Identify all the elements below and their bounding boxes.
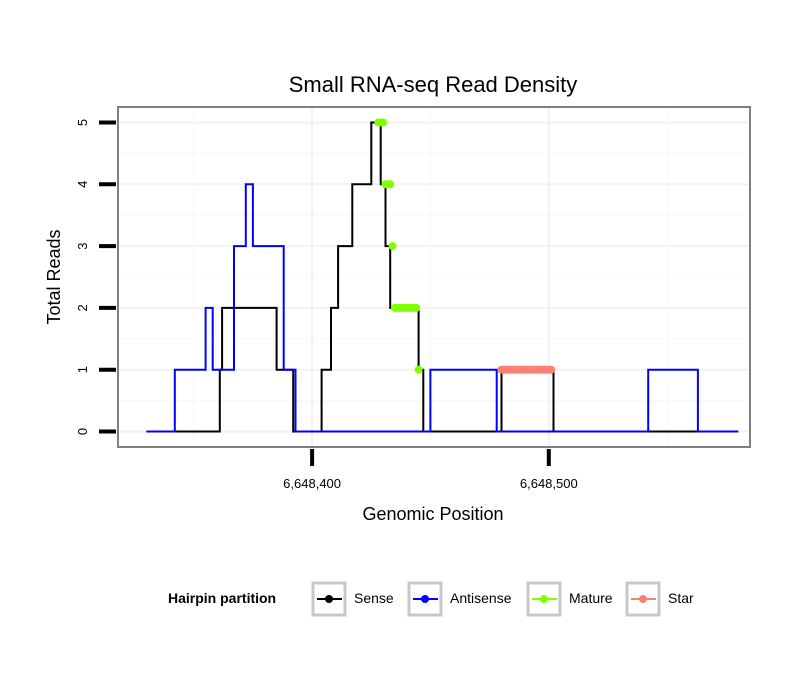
y-tick-label: 0 [75, 428, 90, 435]
x-axis-label: Genomic Position [362, 504, 503, 524]
legend-key-dot [325, 595, 333, 603]
y-axis: 0 1 2 3 4 5 [75, 119, 116, 435]
legend-label: Mature [569, 590, 613, 606]
y-tick-label: 3 [75, 242, 90, 249]
legend-label: Sense [354, 590, 394, 606]
legend-item-antisense: Antisense [407, 581, 512, 617]
y-tick-label: 5 [75, 119, 90, 126]
legend-item-mature: Mature [526, 581, 613, 617]
legend-key-dot [421, 595, 429, 603]
legend-label: Antisense [450, 590, 512, 606]
legend-item-sense: Sense [311, 581, 394, 617]
y-axis-label: Total Reads [44, 229, 64, 324]
y-tick-label: 2 [75, 304, 90, 311]
x-tick-label: 6,648,400 [283, 476, 341, 491]
series-point-mature [414, 365, 423, 374]
series-point-mature [379, 118, 388, 127]
legend: Hairpin partition Sense Antisense Mature St… [168, 581, 694, 617]
y-tick-label: 1 [75, 366, 90, 373]
legend-title: Hairpin partition [168, 590, 276, 606]
legend-key-dot [540, 595, 548, 603]
series-point-mature [386, 180, 395, 189]
chart-title: Small RNA-seq Read Density [289, 72, 578, 97]
plot-panel-border [117, 106, 751, 448]
x-tick-label: 6,648,500 [520, 476, 578, 491]
legend-key-dot [639, 595, 647, 603]
y-tick-label: 4 [75, 181, 90, 188]
series-point-mature [388, 242, 397, 251]
series-point-star [547, 365, 556, 374]
series-layer [146, 118, 739, 433]
legend-item-star: Star [625, 581, 694, 617]
series-line-sense [146, 121, 739, 433]
x-axis: 6,648,400 6,648,500 [283, 449, 578, 491]
legend-label: Star [668, 590, 694, 606]
series-line-antisense [146, 183, 739, 433]
series-point-mature [412, 303, 421, 312]
